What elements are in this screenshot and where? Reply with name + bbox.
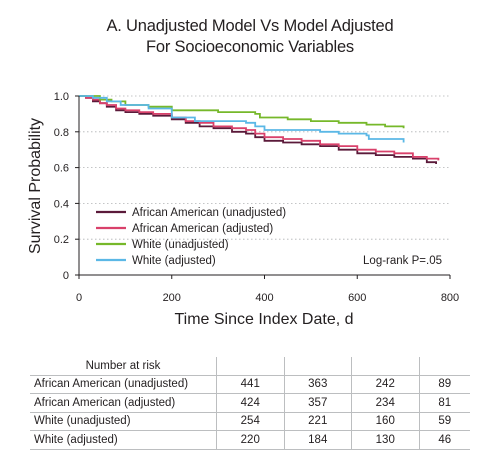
risk-table-header: Number at risk (30, 357, 217, 376)
risk-table-header-row: Number at risk (30, 357, 470, 376)
risk-count: 81 (418, 393, 470, 413)
legend-label-3: White (adjusted) (132, 255, 216, 267)
risk-row-label: African American (adjusted) (30, 393, 217, 413)
legend-label-0: African American (unadjusted) (132, 207, 286, 219)
y-axis-label: Survival Probability (27, 118, 44, 254)
y-tick-label: 0.6 (54, 163, 69, 175)
y-tick-label: 0.2 (54, 234, 69, 246)
risk-count: 254 (216, 412, 284, 431)
y-tick-label: 0.8 (54, 127, 69, 139)
risk-header-cell (418, 357, 470, 376)
x-tick-label: 400 (255, 292, 273, 304)
risk-count: 234 (351, 393, 419, 413)
tick-labels: 0 0.2 0.4 0.6 0.8 1.0 0 200 400 600 800 (54, 91, 459, 304)
risk-row-label: White (adjusted) (30, 430, 217, 450)
log-rank-annotation: Log-rank P=.05 (363, 255, 442, 267)
risk-row-white-adjusted: White (adjusted) 220 184 130 46 (30, 430, 470, 450)
risk-count: 184 (283, 430, 352, 450)
legend-label-2: White (unadjusted) (132, 239, 229, 251)
series-line-3 (79, 95, 405, 143)
y-tick-label: 0 (63, 270, 69, 282)
risk-row-aa-unadjusted: African American (unadjusted) 441 363 24… (30, 375, 470, 394)
risk-header-cell (283, 357, 352, 376)
risk-count: 221 (283, 412, 352, 431)
survival-chart: 0 0.2 0.4 0.6 0.8 1.0 0 200 400 600 800 Time Since… (27, 91, 459, 328)
y-tick-label: 1.0 (54, 91, 69, 103)
risk-count: 46 (418, 430, 470, 450)
risk-header-cell (216, 357, 284, 376)
x-tick-label: 0 (76, 292, 82, 304)
grid-lines (79, 95, 450, 240)
risk-count: 441 (216, 375, 284, 394)
risk-count: 220 (216, 430, 284, 450)
series-layer (79, 95, 440, 164)
x-tick-label: 600 (348, 292, 366, 304)
risk-row-label: African American (unadjusted) (30, 375, 217, 394)
chart-title-line-2: For Socioeconomic Variables (146, 38, 354, 56)
series-line-1 (79, 95, 440, 161)
risk-count: 242 (351, 375, 419, 394)
legend-label-1: African American (adjusted) (132, 223, 273, 235)
x-tick-label: 800 (441, 292, 459, 304)
risk-count: 357 (283, 393, 352, 413)
risk-count: 59 (418, 412, 470, 431)
legend: African American (unadjusted) African Ame… (96, 207, 286, 267)
risk-row-white-unadjusted: White (unadjusted) 254 221 160 59 (30, 412, 470, 431)
x-tick-label: 200 (163, 292, 181, 304)
risk-row-aa-adjusted: African American (adjusted) 424 357 234 … (30, 393, 470, 413)
risk-row-label: White (unadjusted) (30, 412, 217, 431)
risk-table: Number at risk African American (unadjus… (30, 357, 470, 450)
series-line-0 (79, 95, 437, 164)
risk-header-cell (351, 357, 419, 376)
x-axis-label: Time Since Index Date, d (174, 311, 353, 328)
risk-count: 89 (418, 375, 470, 394)
y-tick-label: 0.4 (54, 198, 69, 210)
risk-count: 130 (351, 430, 419, 450)
risk-count: 160 (351, 412, 419, 431)
risk-count: 363 (283, 375, 352, 394)
chart-title-line-1: A. Unadjusted Model Vs Model Adjusted (106, 17, 394, 35)
risk-count: 424 (216, 393, 284, 413)
